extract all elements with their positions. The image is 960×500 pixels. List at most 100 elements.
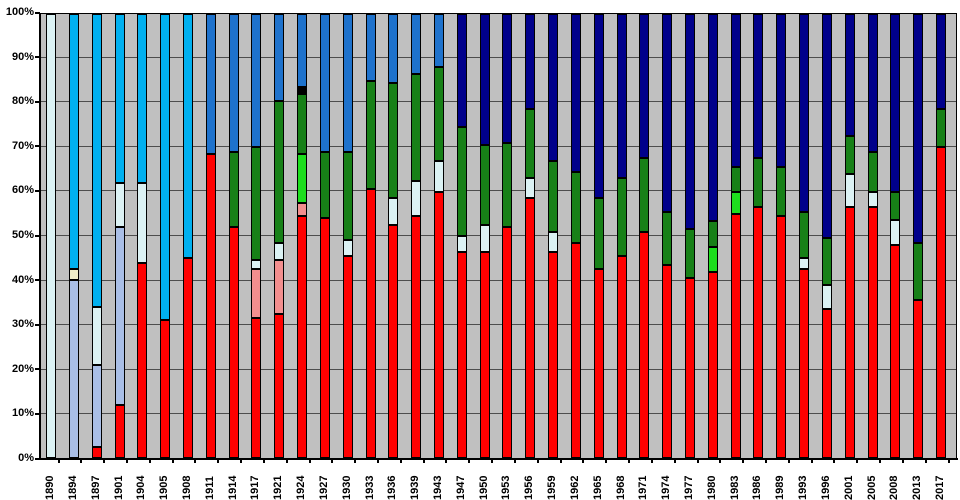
bar-segment-labor-red: [456, 251, 467, 458]
x-axis-tick: [491, 459, 494, 463]
bar-segment-labor-red: [616, 255, 627, 458]
bar-segment-dark-green: [730, 167, 741, 192]
bar-segment-bright-green: [297, 153, 307, 203]
bar-1908: [182, 14, 193, 458]
bar-1989: [776, 14, 787, 458]
bar-segment-dark-green: [890, 191, 901, 221]
gridline-30: [41, 324, 956, 326]
bar-segment-dark-green: [616, 178, 627, 256]
bar-segment-labor-red: [411, 216, 422, 458]
bar-segment-labor-red: [890, 244, 901, 458]
bar-segment-labor-red: [114, 404, 125, 458]
y-axis-tick: [35, 279, 40, 282]
bar-segment-medium-blue: [342, 14, 353, 152]
gridline-10: [41, 413, 956, 415]
bar-1953: [502, 14, 513, 458]
bar-1965: [593, 14, 604, 458]
bar-1921: [274, 14, 285, 458]
bar-1905: [160, 14, 171, 458]
bar-segment-dark-green: [707, 220, 718, 248]
bar-segment-pale-cyan: [525, 178, 536, 199]
x-axis-tick: [171, 459, 174, 463]
x-axis-label-1993: 1993: [797, 475, 810, 500]
x-axis-tick: [57, 459, 60, 463]
bar-1977: [685, 14, 695, 458]
x-axis-label-1921: 1921: [272, 475, 285, 500]
bar-segment-pale-cyan: [844, 173, 855, 208]
bar-segment-labor-red: [433, 191, 444, 458]
bar-segment-labor-red: [388, 224, 399, 458]
y-axis-label-70pct: 70%: [11, 139, 34, 152]
x-axis-label-1911: 1911: [203, 476, 216, 500]
y-axis-tick: [35, 412, 40, 415]
gridline-60: [41, 190, 956, 192]
bar-segment-dark-navy: [821, 14, 832, 239]
y-axis-label-20pct: 20%: [11, 362, 34, 375]
bar-1974: [662, 14, 673, 458]
bar-segment-dark-green: [433, 67, 444, 161]
x-axis-label-1933: 1933: [363, 475, 376, 500]
y-axis-label-60pct: 60%: [11, 184, 34, 197]
bar-segment-pale-cyan: [91, 307, 102, 365]
bar-segment-labor-red: [821, 309, 832, 458]
y-axis-tick: [35, 11, 40, 14]
x-axis-tick: [810, 459, 813, 463]
x-axis-label-1977: 1977: [683, 475, 695, 500]
bar-segment-labor-red: [662, 264, 673, 458]
x-axis-tick: [194, 459, 197, 463]
bar-segment-labor-red: [799, 269, 810, 458]
x-axis-tick: [605, 459, 608, 463]
gridline-80: [41, 101, 956, 103]
x-axis-tick: [901, 459, 904, 463]
bar-segment-labor-red: [137, 262, 148, 458]
x-axis-label-1901: 1901: [112, 475, 125, 500]
x-axis-tick: [445, 459, 448, 463]
x-axis-label-1974: 1974: [660, 475, 673, 500]
x-axis-label-1894: 1894: [66, 475, 79, 500]
x-axis-tick: [468, 459, 471, 463]
bar-segment-medium-blue: [274, 14, 285, 101]
bar-segment-labor-red: [182, 258, 193, 458]
x-axis-tick: [924, 459, 927, 463]
y-axis-label-80pct: 80%: [11, 95, 34, 108]
x-axis-tick: [354, 459, 357, 463]
bar-segment-dark-navy: [799, 14, 810, 212]
bar-1901: [114, 14, 125, 458]
bar-segment-pale-cyan: [342, 240, 353, 256]
y-axis-label-50pct: 50%: [11, 229, 34, 241]
x-axis-tick: [148, 459, 151, 463]
bar-segment-bright-cyan: [160, 14, 171, 321]
x-axis-label-1989: 1989: [774, 475, 787, 500]
bar-segment-dark-green: [593, 198, 604, 270]
bar-segment-labor-red: [297, 216, 307, 458]
x-axis-tick: [331, 459, 334, 463]
bar-segment-dark-navy: [707, 14, 718, 221]
x-axis-label-1927: 1927: [317, 475, 330, 500]
bar-segment-labor-red: [205, 153, 216, 458]
bar-segment-light-periwinkle: [68, 280, 79, 458]
bar-1971: [639, 14, 650, 458]
bar-1927: [319, 14, 330, 458]
bar-1911: [205, 14, 216, 458]
bar-1947: [456, 14, 467, 458]
x-axis-tick: [787, 459, 790, 463]
x-axis-label-2013: 2013: [911, 475, 924, 500]
x-axis-label-1947: 1947: [454, 475, 467, 500]
bar-segment-dark-navy: [936, 14, 946, 110]
bar-segment-medium-blue: [205, 14, 216, 154]
x-axis-label-1924: 1924: [295, 475, 307, 500]
bar-segment-labor-red: [753, 207, 764, 458]
x-axis-tick: [879, 459, 881, 463]
x-axis-tick: [422, 459, 425, 463]
x-axis-label-1897: 1897: [89, 475, 102, 500]
bar-1904: [137, 14, 148, 458]
bar-segment-dark-navy: [456, 14, 467, 128]
bar-segment-labor-red: [685, 278, 695, 458]
bar-segment-black: [297, 87, 307, 94]
bar-segment-pale-cyan: [114, 182, 125, 228]
bar-segment-dark-green: [502, 142, 513, 228]
bar-1950: [479, 14, 490, 458]
bar-segment-pale-cyan: [251, 260, 262, 270]
bar-segment-dark-navy: [639, 14, 650, 159]
